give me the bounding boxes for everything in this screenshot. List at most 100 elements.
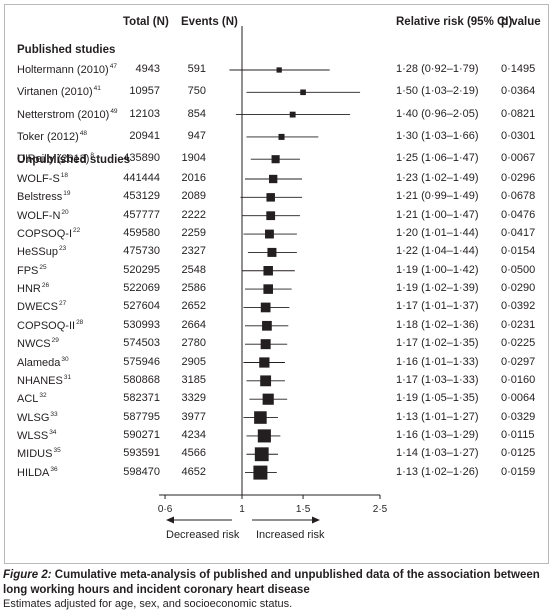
p-value: 0·1495: [501, 63, 536, 75]
study-name: Holtermann (2010): [17, 64, 109, 76]
point-estimate: [257, 429, 271, 443]
p-value: 0·0329: [501, 410, 536, 423]
events-n: 2652: [181, 300, 206, 313]
study-reference: 20: [61, 208, 69, 216]
study-label: COPSOQ-II28: [17, 319, 83, 332]
study-reference: 30: [61, 355, 69, 363]
relative-risk-ci: 1·19 (1·02–1·39): [396, 282, 479, 295]
total-n: 575946: [123, 355, 160, 368]
caption-title: Cumulative meta-analysis of published an…: [3, 569, 540, 596]
total-n: 582371: [123, 392, 160, 405]
study-reference: 32: [39, 392, 47, 400]
events-n: 2259: [181, 227, 206, 240]
study-reference: 22: [73, 227, 81, 235]
relative-risk-ci: 1·23 (1·02–1·49): [396, 172, 479, 184]
point-estimate: [259, 357, 270, 368]
caption-figure-number: Figure 2:: [3, 569, 52, 581]
point-estimate: [260, 302, 271, 313]
total-n: 10957: [129, 85, 160, 98]
study-name: NHANES: [17, 374, 63, 387]
study-name: WOLF-N: [17, 209, 61, 222]
p-value: 0·0821: [501, 107, 536, 120]
total-n: 4943: [135, 63, 160, 75]
study-name: WLSS: [17, 429, 49, 442]
events-n: 4652: [181, 465, 206, 478]
study-name: FPS: [17, 264, 39, 277]
study-label: WLSG33: [17, 411, 58, 424]
study-reference: 18: [60, 172, 69, 179]
events-n: 591: [187, 63, 206, 75]
study-name: COPSOQ-I: [17, 228, 73, 241]
total-n: 12103: [129, 107, 160, 120]
study-reference: 48: [79, 129, 87, 137]
study-reference: 33: [50, 410, 58, 418]
study-reference: 23: [58, 245, 67, 253]
relative-risk-ci: 1·19 (1·05–1·35): [396, 392, 479, 405]
point-estimate: [266, 193, 275, 202]
p-value: 0·0364: [501, 85, 536, 98]
study-name: DWECS: [17, 301, 58, 314]
axis-left-label: Decreased risk: [166, 529, 240, 541]
study-reference: 31: [63, 373, 72, 381]
relative-risk-ci: 1·13 (1·02–1·26): [396, 465, 479, 478]
study-reference: 25: [39, 263, 47, 271]
study-label: HeSSup23: [17, 245, 66, 258]
study-label: FPS25: [17, 264, 47, 277]
study-label: Virtanen (2010)41: [17, 85, 101, 98]
total-n: 527604: [123, 300, 160, 313]
events-n: 2664: [181, 318, 206, 331]
relative-risk-ci: 1·25 (1·06–1·47): [396, 152, 479, 165]
study-label: Toker (2012)48: [17, 130, 87, 143]
relative-risk-ci: 1·28 (0·92–1·79): [396, 63, 479, 75]
p-value: 0·0301: [501, 129, 536, 142]
study-label: MIDUS35: [17, 447, 61, 460]
relative-risk-ci: 1·16 (1·01–1·33): [396, 355, 479, 368]
header-relative-risk: Relative risk (95% CI): [396, 16, 513, 28]
study-name: O'Reilly (2013): [17, 153, 90, 166]
x-tick-label: 1: [239, 504, 245, 515]
relative-risk-ci: 1·21 (1·00–1·47): [396, 208, 479, 221]
point-estimate: [266, 211, 276, 221]
p-value: 0·0290: [501, 282, 536, 295]
total-n: 522069: [123, 282, 160, 295]
events-n: 854: [187, 107, 206, 120]
study-reference: 34: [49, 428, 57, 436]
header-events: Events (N): [181, 16, 238, 28]
study-reference: 19: [63, 190, 71, 198]
x-tick-label: 0·6: [157, 504, 173, 515]
events-n: 2586: [181, 282, 206, 295]
study-label: NHANES31: [17, 374, 71, 387]
header-p-value: p value: [501, 16, 541, 28]
study-label: O'Reilly (2013)8: [17, 152, 94, 165]
study-name: Alameda: [17, 356, 61, 369]
p-value: 0·0678: [501, 190, 536, 203]
study-reference: 36: [50, 465, 58, 473]
relative-risk-ci: 1·20 (1·01–1·44): [396, 227, 479, 240]
x-tick-label: 2·5: [372, 504, 388, 515]
point-estimate: [263, 266, 273, 276]
point-estimate: [254, 411, 267, 424]
point-estimate: [263, 284, 273, 294]
total-n: 459580: [123, 227, 160, 240]
study-reference: 35: [53, 447, 61, 455]
p-value: 0·0500: [501, 263, 536, 276]
study-label: Alameda30: [17, 356, 69, 369]
study-label: DWECS27: [17, 300, 66, 313]
p-value: 0·0067: [501, 152, 536, 165]
study-reference: 26: [41, 282, 50, 290]
study-name: COPSOQ-II: [17, 319, 76, 332]
study-reference: 29: [51, 337, 59, 345]
study-name: Belstress: [17, 191, 63, 204]
total-n: 453129: [123, 190, 160, 203]
study-name: HILDA: [17, 466, 50, 479]
study-label: WOLF-S18: [17, 172, 68, 185]
total-n: 520295: [123, 263, 160, 276]
study-reference: 41: [93, 85, 101, 93]
study-label: HNR26: [17, 282, 49, 295]
p-value: 0·0159: [501, 465, 536, 478]
study-label: NWCS29: [17, 337, 59, 350]
total-n: 457777: [123, 208, 160, 221]
axis-right-label: Increased risk: [256, 529, 325, 541]
point-estimate: [262, 320, 272, 331]
